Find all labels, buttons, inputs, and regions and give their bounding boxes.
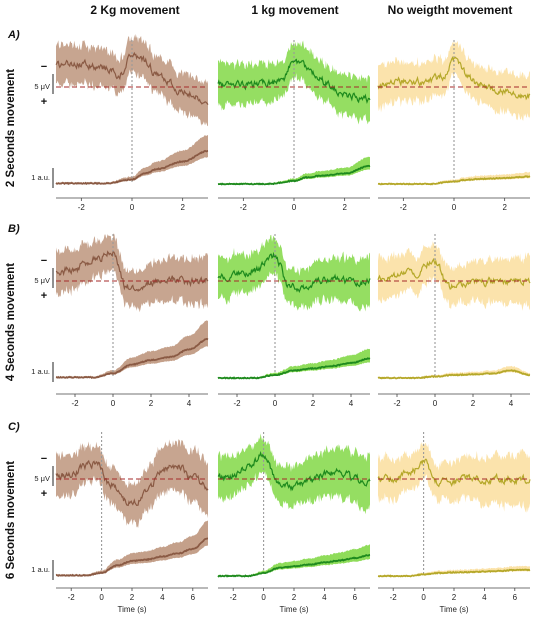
emg-scale-label-1: 1 a.u. xyxy=(31,367,50,376)
x-tick-label-r2-c0-3: 4 xyxy=(160,593,165,602)
eeg-mean-line-r2-c1 xyxy=(217,450,371,492)
x-tick-label-r1-c2-1: 0 xyxy=(433,399,438,408)
emg-confidence-band-r2-c2 xyxy=(378,565,530,577)
emg-confidence-band-r1-c1 xyxy=(218,348,370,379)
emg-mean-line-r2-c2 xyxy=(377,568,531,578)
eeg-mean-line-r0-c0 xyxy=(55,51,209,105)
eeg-scale-label-2: 5 μV xyxy=(34,474,50,483)
emg-confidence-band-r2-c1 xyxy=(218,544,370,577)
emg-mean-line-r1-c1 xyxy=(217,357,371,380)
panel-letter-1: B) xyxy=(8,223,20,235)
x-tick-label-r2-c1-0: -2 xyxy=(230,593,238,602)
eeg-confidence-band-r2-c0 xyxy=(56,439,208,528)
x-tick-label-r1-c0-2: 2 xyxy=(149,399,154,408)
row-label-1: 4 Seconds movement xyxy=(5,263,17,381)
emg-mean-line-r1-c0 xyxy=(55,337,209,379)
emg-scale-label-0: 1 a.u. xyxy=(31,173,50,182)
emg-mean-line-r2-c1 xyxy=(217,554,371,578)
x-tick-label-r0-c0-0: -2 xyxy=(78,203,86,212)
x-tick-label-r0-c0-2: 2 xyxy=(180,203,185,212)
x-tick-label-r2-c1-1: 0 xyxy=(261,593,266,602)
x-tick-label-r0-c1-1: 0 xyxy=(292,203,297,212)
x-tick-label-r1-c0-1: 0 xyxy=(111,399,116,408)
eeg-confidence-band-r1-c1 xyxy=(218,234,370,312)
x-tick-label-r0-c2-1: 0 xyxy=(452,203,457,212)
eeg-confidence-band-r0-c0 xyxy=(56,34,208,127)
eeg-confidence-band-r1-c0 xyxy=(56,233,208,313)
eeg-mean-line-r2-c0 xyxy=(55,459,209,507)
x-tick-label-r2-c1-3: 4 xyxy=(322,593,327,602)
x-tick-label-r2-c1-4: 6 xyxy=(353,593,358,602)
positive-sign-0: + xyxy=(41,96,47,108)
x-tick-label-r0-c2-2: 2 xyxy=(502,203,507,212)
eeg-scale-label-1: 5 μV xyxy=(34,276,50,285)
x-tick-label-r1-c2-3: 4 xyxy=(509,399,514,408)
eeg-mean-line-r1-c2 xyxy=(377,257,531,290)
panel-letter-2: C) xyxy=(8,421,20,433)
emg-mean-line-r2-c0 xyxy=(55,537,208,577)
x-tick-label-r2-c0-0: -2 xyxy=(68,593,76,602)
x-axis-title-c0: Time (s) xyxy=(117,605,146,614)
x-tick-label-r1-c0-3: 4 xyxy=(187,399,192,408)
negative-sign-0: − xyxy=(41,61,47,73)
emg-confidence-band-r1-c0 xyxy=(56,320,208,379)
eeg-mean-line-r1-c0 xyxy=(55,250,209,293)
row-label-0: 2 Seconds movement xyxy=(5,69,17,187)
x-tick-label-r2-c0-1: 0 xyxy=(99,593,104,602)
row-label-2: 6 Seconds movement xyxy=(5,461,17,579)
negative-sign-1: − xyxy=(41,255,47,267)
eeg-confidence-band-r0-c1 xyxy=(218,40,370,125)
eeg-confidence-band-r1-c2 xyxy=(378,241,530,311)
x-tick-label-r1-c1-2: 2 xyxy=(311,399,316,408)
x-tick-label-r2-c2-1: 0 xyxy=(421,593,426,602)
emg-confidence-band-r0-c0 xyxy=(56,135,208,185)
x-tick-label-r0-c1-0: -2 xyxy=(240,203,248,212)
x-tick-label-r0-c2-0: -2 xyxy=(400,203,408,212)
eeg-mean-line-r2-c2 xyxy=(377,458,531,488)
eeg-mean-line-r1-c1 xyxy=(217,251,371,293)
positive-sign-1: + xyxy=(41,290,47,302)
x-tick-label-r0-c0-1: 0 xyxy=(130,203,135,212)
emg-mean-line-r0-c0 xyxy=(55,149,209,186)
x-tick-label-r1-c2-2: 2 xyxy=(471,399,476,408)
x-tick-label-r1-c1-0: -2 xyxy=(233,399,241,408)
column-header-2: No weigtht movement xyxy=(388,3,513,17)
emg-confidence-band-r2-c0 xyxy=(56,520,208,577)
negative-sign-2: − xyxy=(41,453,47,465)
eeg-confidence-band-r2-c2 xyxy=(378,442,530,513)
emg-confidence-band-r0-c1 xyxy=(218,156,370,185)
x-tick-label-r2-c1-2: 2 xyxy=(292,593,297,602)
x-tick-label-r2-c2-2: 2 xyxy=(452,593,457,602)
panel-letter-0: A) xyxy=(7,29,20,41)
x-axis-title-c1: Time (s) xyxy=(279,605,308,614)
x-axis-title-c2: Time (s) xyxy=(439,605,468,614)
x-tick-label-r1-c0-0: -2 xyxy=(71,399,79,408)
emg-mean-line-r0-c2 xyxy=(377,175,531,186)
x-tick-label-r2-c0-2: 2 xyxy=(130,593,135,602)
emg-mean-line-r0-c1 xyxy=(217,164,371,186)
x-tick-label-r2-c2-4: 6 xyxy=(513,593,518,602)
eeg-scale-label-0: 5 μV xyxy=(34,82,50,91)
x-tick-label-r0-c1-2: 2 xyxy=(342,203,347,212)
eeg-mean-line-r0-c1 xyxy=(217,58,371,105)
x-tick-label-r1-c1-1: 0 xyxy=(273,399,278,408)
x-tick-label-r1-c2-0: -2 xyxy=(393,399,401,408)
eeg-mean-line-r0-c2 xyxy=(377,55,531,101)
x-tick-label-r2-c2-0: -2 xyxy=(390,593,398,602)
positive-sign-2: + xyxy=(41,488,47,500)
x-tick-label-r1-c1-3: 4 xyxy=(349,399,354,408)
column-header-0: 2 Kg movement xyxy=(90,3,179,17)
emg-mean-line-r1-c2 xyxy=(377,369,531,380)
emg-scale-label-2: 1 a.u. xyxy=(31,565,50,574)
x-tick-label-r2-c2-3: 4 xyxy=(482,593,487,602)
x-tick-label-r2-c0-4: 6 xyxy=(191,593,196,602)
column-header-1: 1 kg movement xyxy=(251,3,338,17)
eeg-confidence-band-r2-c1 xyxy=(218,433,370,515)
eeg-confidence-band-r0-c2 xyxy=(378,39,530,121)
